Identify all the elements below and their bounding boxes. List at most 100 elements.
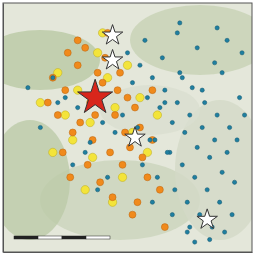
event [208, 155, 212, 159]
frame [3, 3, 252, 252]
event [178, 71, 182, 75]
event [123, 61, 131, 69]
event [38, 125, 42, 129]
mainshock-star [102, 25, 122, 44]
event [63, 96, 67, 100]
terrain-relief [100, 85, 200, 135]
event [237, 96, 241, 100]
event [111, 103, 119, 111]
event [113, 130, 117, 134]
event [155, 175, 159, 179]
scale-bar [14, 236, 110, 239]
event [56, 100, 60, 104]
event [242, 113, 246, 117]
event [62, 87, 69, 94]
event [143, 38, 147, 42]
event [134, 199, 141, 206]
event [145, 96, 149, 100]
event [120, 113, 124, 117]
event [136, 93, 144, 101]
event [97, 179, 104, 186]
event [150, 200, 154, 204]
terrain-relief [130, 5, 252, 75]
scale-bar-segment [86, 236, 110, 239]
event [220, 170, 224, 174]
event [109, 194, 116, 201]
event [140, 163, 144, 167]
event [36, 98, 44, 106]
terrain-relief [3, 120, 70, 240]
event [125, 51, 129, 55]
event [67, 174, 74, 181]
scale-bar-segment [14, 236, 38, 239]
event [163, 100, 167, 104]
event [232, 180, 236, 184]
event [225, 150, 229, 154]
event [165, 150, 169, 154]
event [178, 21, 182, 25]
mainshock-star [78, 79, 113, 112]
event [92, 112, 99, 119]
event [26, 86, 30, 90]
event [112, 112, 119, 119]
event [138, 63, 142, 67]
scale-bar-segment [62, 236, 86, 239]
map [0, 0, 255, 255]
event [117, 69, 124, 76]
event [161, 224, 168, 231]
event [173, 188, 177, 192]
event [148, 138, 152, 142]
event [220, 71, 224, 75]
event [94, 69, 101, 76]
mainshock-star [197, 209, 217, 228]
event [86, 118, 94, 126]
event [107, 149, 114, 156]
event [158, 105, 162, 109]
mainshock-star [125, 127, 145, 146]
event [185, 200, 189, 204]
event-series [102, 25, 217, 229]
event [54, 112, 61, 119]
event [51, 76, 55, 80]
event [88, 140, 92, 144]
event [170, 120, 174, 124]
event [222, 230, 226, 234]
event [225, 38, 229, 42]
event [200, 88, 204, 92]
event [81, 186, 89, 194]
event [76, 105, 80, 109]
event [175, 31, 179, 35]
event [195, 46, 199, 50]
event [131, 104, 138, 111]
event [195, 145, 199, 149]
event-series [78, 79, 113, 112]
event [188, 225, 192, 229]
event [83, 150, 87, 154]
event [77, 119, 84, 126]
event [74, 62, 81, 69]
event [99, 79, 106, 86]
event [200, 125, 204, 129]
event [144, 174, 151, 181]
event [218, 200, 222, 204]
event [69, 136, 77, 144]
event [160, 56, 164, 60]
event [203, 100, 207, 104]
scale-bar-segment [38, 236, 62, 239]
event [193, 240, 197, 244]
terrain-relief [3, 30, 100, 90]
event [227, 125, 231, 129]
event [74, 37, 81, 44]
event [130, 81, 134, 85]
event [190, 86, 194, 90]
event [150, 76, 154, 80]
event [129, 211, 136, 218]
event [88, 153, 96, 161]
event [93, 49, 101, 57]
event [100, 120, 104, 124]
event [69, 129, 76, 136]
events [26, 21, 247, 244]
event [49, 148, 57, 156]
event [240, 51, 244, 55]
event [215, 26, 219, 30]
